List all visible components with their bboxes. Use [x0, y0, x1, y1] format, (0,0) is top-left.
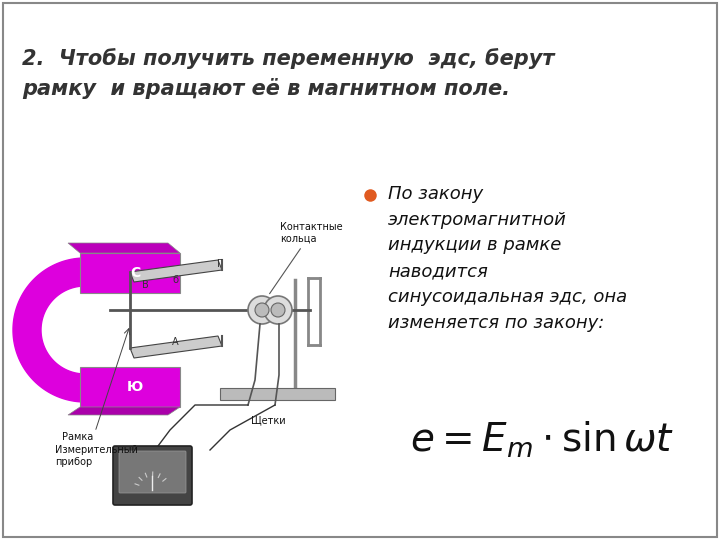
FancyBboxPatch shape	[3, 3, 717, 537]
Text: 2.  Чтобы получить переменную  эдс, берут: 2. Чтобы получить переменную эдс, берут	[22, 48, 554, 69]
FancyBboxPatch shape	[220, 388, 335, 400]
Circle shape	[248, 296, 276, 324]
Text: А: А	[171, 337, 179, 347]
Text: С: С	[130, 266, 140, 280]
Circle shape	[264, 296, 292, 324]
Text: рамку  и вращают её в магнитном поле.: рамку и вращают её в магнитном поле.	[22, 78, 510, 99]
Polygon shape	[68, 407, 180, 415]
Text: Щетки: Щетки	[251, 415, 285, 425]
Polygon shape	[13, 258, 91, 402]
Circle shape	[255, 303, 269, 317]
Circle shape	[271, 303, 285, 317]
Text: В: В	[142, 280, 148, 290]
FancyBboxPatch shape	[80, 367, 180, 407]
Text: $e = E_m \cdot \sin \omega t$: $e = E_m \cdot \sin \omega t$	[410, 420, 674, 460]
Text: Контактные
кольца: Контактные кольца	[269, 222, 343, 294]
Text: По закону
электромагнитной
индукции в рамке
наводится
синусоидальная эдс, она
из: По закону электромагнитной индукции в ра…	[388, 185, 627, 332]
Text: Измерительный: Измерительный	[55, 445, 138, 455]
Text: Г: Г	[217, 259, 223, 269]
Text: Рамка: Рамка	[62, 432, 94, 442]
Text: б: б	[172, 275, 178, 285]
Polygon shape	[130, 260, 222, 282]
Text: прибор: прибор	[55, 457, 92, 467]
FancyBboxPatch shape	[113, 446, 192, 505]
FancyBboxPatch shape	[119, 451, 186, 493]
Text: Ю: Ю	[127, 380, 143, 394]
Polygon shape	[68, 243, 180, 253]
FancyBboxPatch shape	[80, 253, 180, 293]
Polygon shape	[130, 336, 222, 358]
